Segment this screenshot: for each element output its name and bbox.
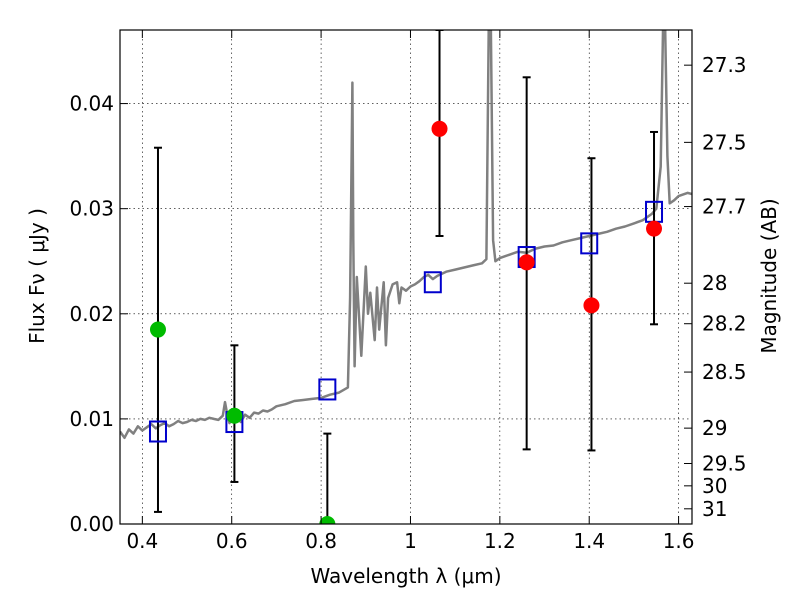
x-tick-label: 1.2 — [484, 529, 516, 553]
axis-ticks: 0.4 0.6 0.8 1 1.2 1.4 1.6 0.00 0.01 0.02 0.03 0.04 2… — [69, 30, 747, 553]
error-bars — [153, 30, 659, 524]
magnitude-tick-label: 29 — [702, 416, 727, 440]
magnitude-tick-label: 28.5 — [702, 360, 747, 384]
synthetic-photometry-square — [580, 232, 599, 255]
observed-point — [431, 120, 448, 137]
magnitude-tick-label: 28.2 — [702, 312, 747, 336]
y-tick-label: 0.00 — [69, 512, 114, 536]
magnitude-tick-label: 27.3 — [702, 53, 747, 77]
synthetic-photometry-square — [148, 420, 167, 443]
x-axis-title: Wavelength λ (μm) — [310, 564, 501, 588]
y-tick-label: 0.03 — [69, 197, 114, 221]
plot-frame — [119, 29, 693, 525]
y-axis-title: Flux Fν ( μJy ) — [25, 208, 49, 344]
synthetic-photometry-square — [423, 271, 442, 294]
x-tick-label: 0.4 — [126, 529, 158, 553]
y-tick-label: 0.01 — [69, 407, 114, 431]
y-tick-label: 0.04 — [69, 92, 114, 116]
magnitude-tick-label: 28 — [702, 271, 727, 295]
grid-lines — [120, 30, 692, 525]
observed-point — [518, 254, 535, 271]
magnitude-tick-label: 27.5 — [702, 130, 747, 154]
model-spectrum-line — [120, 30, 692, 440]
detection-point — [149, 321, 166, 338]
y-tick-label: 0.02 — [69, 302, 114, 326]
x-tick-label: 1.4 — [573, 529, 605, 553]
magnitude-tick-label: 30 — [702, 474, 727, 498]
observed-point — [583, 297, 600, 314]
photometry-points — [149, 120, 663, 524]
magnitude-tick-label: 27.7 — [702, 195, 747, 219]
detection-point — [319, 516, 336, 524]
synthetic-photometry-square — [318, 378, 337, 401]
magnitude-axis-title: Magnitude (AB) — [757, 198, 781, 353]
x-tick-label: 0.8 — [305, 529, 337, 553]
x-tick-label: 0.6 — [216, 529, 248, 553]
detection-point — [226, 407, 243, 424]
model-spectrum-layer — [120, 30, 692, 440]
x-tick-label: 1.6 — [663, 529, 695, 553]
magnitude-tick-label: 29.5 — [702, 452, 747, 476]
magnitude-tick-label: 31 — [702, 497, 727, 521]
x-tick-label: 1 — [404, 529, 417, 553]
observed-point — [646, 220, 663, 237]
